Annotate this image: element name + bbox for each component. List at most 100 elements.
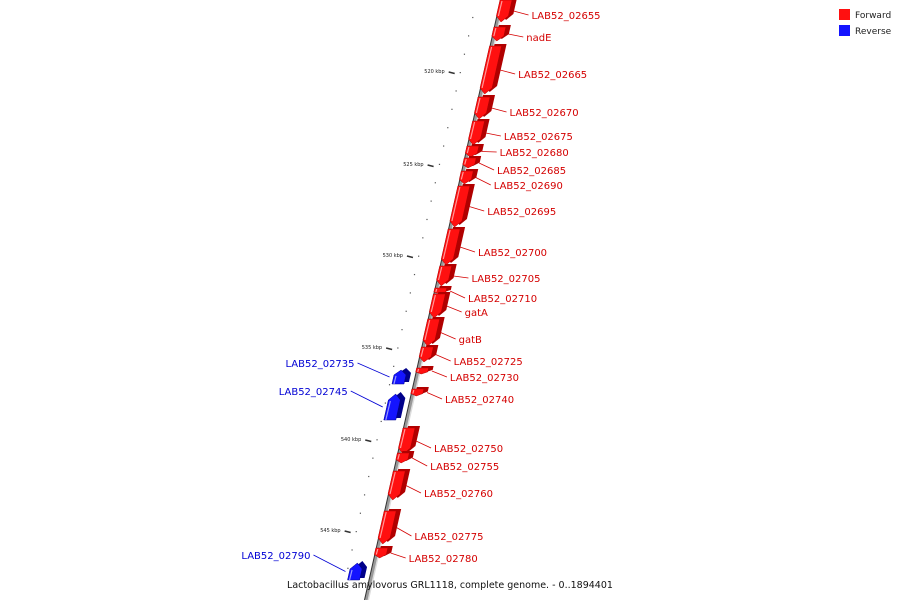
gene-label[interactable]: LAB52_02680 — [500, 148, 569, 159]
gene-label[interactable]: LAB52_02710 — [468, 294, 537, 305]
gene-label[interactable]: LAB52_02790 — [241, 551, 310, 562]
gene-label[interactable]: LAB52_02775 — [414, 532, 483, 543]
gene-shine — [430, 294, 436, 313]
gene-shine — [481, 46, 493, 89]
gene-leader-line — [475, 177, 491, 186]
minor-tick — [397, 347, 399, 349]
gene-leader-line — [440, 332, 456, 340]
gene-LAB52_02775[interactable] — [377, 509, 402, 545]
gene-LAB52_02700[interactable] — [441, 227, 466, 266]
gene-leader-line — [431, 370, 448, 378]
gene-label[interactable]: LAB52_02750 — [434, 444, 503, 455]
gene-label[interactable]: gatB — [459, 335, 482, 346]
minor-tick — [430, 200, 432, 202]
gene-label[interactable]: LAB52_02665 — [518, 70, 587, 81]
gene-label[interactable]: LAB52_02655 — [532, 11, 601, 22]
gene-LAB52_02750[interactable] — [398, 426, 420, 455]
gene-label[interactable]: LAB52_02780 — [409, 554, 478, 565]
gene-LAB52_02680[interactable] — [465, 144, 484, 158]
gene-LAB52_02655[interactable] — [496, 0, 517, 23]
gene-label[interactable]: LAB52_02745 — [279, 387, 348, 398]
gene-LAB52_02665[interactable] — [479, 44, 507, 95]
gene-arrow[interactable] — [474, 96, 491, 120]
gene-arrow[interactable] — [377, 510, 397, 545]
minor-tick — [459, 72, 461, 74]
legend: Forward Reverse — [839, 9, 892, 37]
minor-tick — [422, 237, 424, 239]
gene-shine — [466, 146, 470, 154]
gene-gatB[interactable] — [422, 317, 445, 347]
gene-arrow[interactable] — [449, 185, 471, 228]
gene-LAB52_02725[interactable] — [418, 345, 439, 363]
gene-shine — [397, 453, 400, 460]
gene-label[interactable]: gatA — [465, 308, 488, 319]
gene-LAB52_02685[interactable] — [462, 156, 482, 169]
minor-tick — [426, 218, 428, 221]
gene-shine — [420, 347, 424, 357]
minor-tick — [384, 402, 386, 404]
gene-gatA[interactable] — [429, 292, 451, 319]
gene-arrow[interactable] — [496, 0, 513, 23]
gene-label[interactable]: LAB52_02690 — [494, 181, 563, 192]
gene-label[interactable]: LAB52_02740 — [445, 395, 514, 406]
gene-arrow[interactable] — [422, 318, 441, 347]
gene-nadE[interactable] — [491, 25, 511, 42]
gene-LAB52_02780[interactable] — [374, 546, 393, 559]
gene-arrow[interactable] — [468, 120, 485, 146]
minor-tick — [368, 475, 370, 478]
gene-arrow[interactable] — [479, 45, 502, 95]
gene-arrow[interactable] — [436, 265, 453, 287]
minor-tick — [376, 439, 378, 441]
gene-label[interactable]: LAB52_02695 — [487, 207, 556, 218]
gene-LAB52_02760[interactable] — [387, 469, 411, 501]
minor-tick — [468, 35, 470, 37]
gene-label[interactable]: nadE — [526, 33, 551, 44]
minor-tick — [413, 273, 416, 276]
gene-shine — [424, 319, 431, 341]
gene-shine — [399, 428, 406, 449]
gene-shine — [393, 375, 397, 385]
minor-tick — [355, 531, 357, 533]
minor-tick — [359, 512, 362, 514]
gene-LAB52_02745[interactable] — [383, 392, 406, 421]
gene-label[interactable]: LAB52_02735 — [285, 359, 354, 370]
gene-LAB52_02730[interactable] — [415, 366, 434, 375]
gene-leader-line — [508, 33, 524, 38]
tick-label: 535 kbp — [362, 345, 382, 351]
minor-tick — [363, 494, 366, 496]
major-ticks: 520 kbp 525 kbp 530 kbp 535 kbp 540 kbp 545 k… — [320, 69, 455, 534]
gene-label[interactable]: LAB52_02705 — [471, 274, 540, 285]
gene-arrow[interactable] — [429, 293, 446, 319]
gene-label[interactable]: LAB52_02760 — [424, 489, 493, 500]
gene-LAB52_02690[interactable] — [459, 169, 479, 185]
tick-label: 520 kbp — [424, 69, 444, 75]
gene-LAB52_02705[interactable] — [436, 264, 457, 287]
gene-LAB52_02695[interactable] — [449, 184, 475, 228]
gene-label[interactable]: LAB52_02685 — [497, 166, 566, 177]
gene-leader-line — [449, 290, 466, 299]
minor-tick — [401, 329, 403, 331]
gene-LAB52_02735[interactable] — [391, 368, 412, 385]
gene-label[interactable]: LAB52_02700 — [478, 248, 547, 259]
gene-LAB52_02755[interactable] — [395, 451, 415, 464]
gene-arrow[interactable] — [391, 369, 407, 385]
gene-shine — [435, 288, 438, 293]
gene-leader-line — [459, 246, 476, 253]
tick-label: 530 kbp — [383, 253, 403, 259]
gene-leader-line — [405, 485, 422, 494]
gene-arrow[interactable] — [387, 470, 406, 501]
minor-tick — [447, 127, 449, 129]
gene-label[interactable]: LAB52_02725 — [454, 357, 523, 368]
gene-leader-line — [469, 206, 485, 212]
gene-LAB52_02670[interactable] — [474, 95, 496, 120]
gene-label[interactable]: LAB52_02670 — [510, 108, 579, 119]
gene-label[interactable]: LAB52_02730 — [450, 373, 519, 384]
gene-LAB52_02675[interactable] — [468, 119, 490, 146]
gene-LAB52_02790[interactable] — [347, 561, 368, 581]
gene-leader-line — [357, 362, 390, 378]
gene-label[interactable]: LAB52_02675 — [504, 132, 573, 143]
minor-tick — [372, 457, 374, 459]
gene-label[interactable]: LAB52_02755 — [430, 462, 499, 473]
gene-arrow[interactable] — [441, 228, 461, 266]
gene-LAB52_02740[interactable] — [410, 387, 429, 397]
